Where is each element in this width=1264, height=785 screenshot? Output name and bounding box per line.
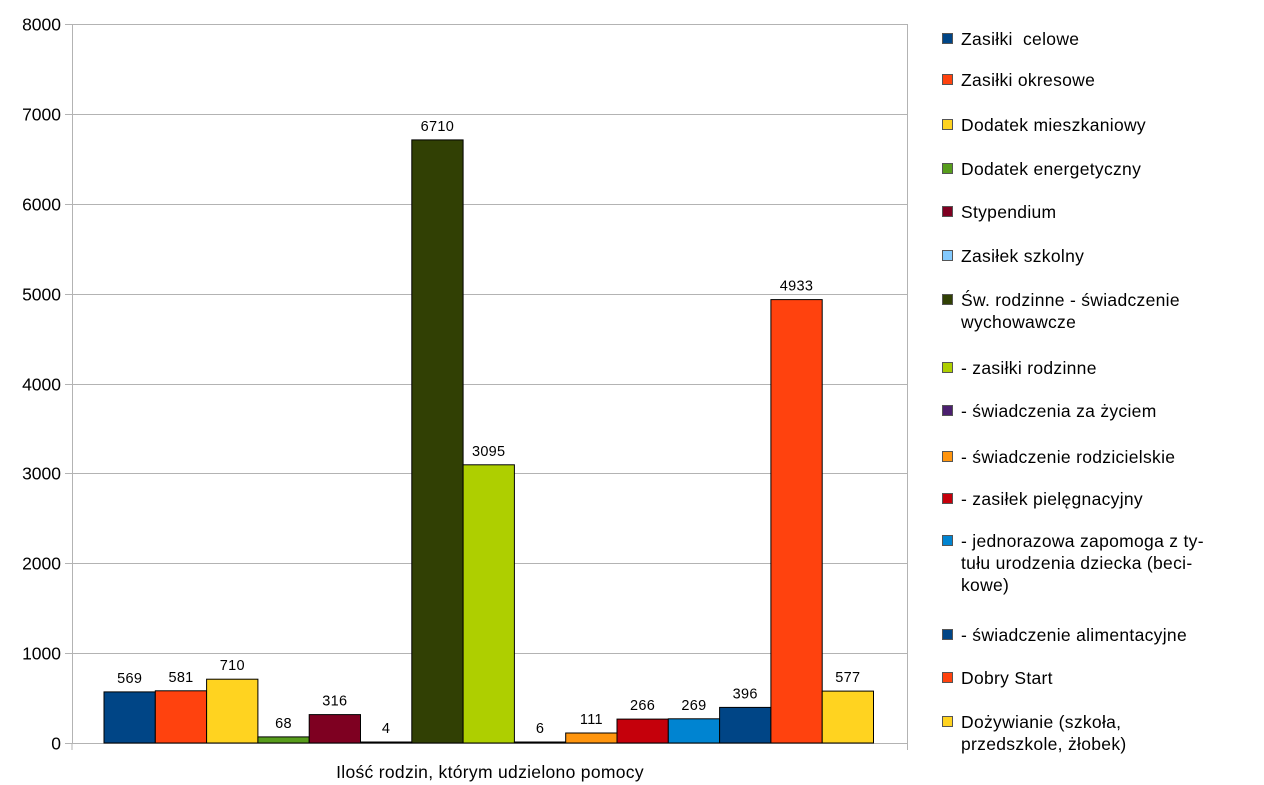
bar <box>103 691 156 744</box>
y-tick-label: 0 <box>51 734 61 754</box>
legend-swatch <box>942 451 953 462</box>
legend-label: - jednorazowa zapomoga z ty- tułu urodze… <box>961 531 1204 595</box>
bar <box>206 678 259 744</box>
legend-item: Dodatek mieszkaniowy <box>940 114 1260 136</box>
bar <box>257 736 310 744</box>
legend-label: Zasiłki okresowe <box>961 70 1096 90</box>
gridlines <box>72 24 907 744</box>
legend-item: - świadczenie alimentacyjne <box>940 624 1260 646</box>
data-label: 266 <box>630 698 655 714</box>
legend-item: - zasiłki rodzinne <box>940 357 1260 379</box>
legend-swatch <box>942 629 953 640</box>
data-label: 111 <box>580 712 603 728</box>
data-label: 710 <box>220 658 245 674</box>
y-tick-label: 5000 <box>22 285 61 305</box>
legend-swatch <box>942 493 953 504</box>
legend-swatch <box>942 535 953 546</box>
data-label: 3095 <box>472 444 505 460</box>
bar <box>719 706 772 744</box>
legend-label: Zasiłek szkolny <box>961 246 1085 266</box>
y-tick-label: 7000 <box>22 105 61 125</box>
legend-label: Zasiłki celowe <box>961 29 1080 49</box>
legend-item: - świadczenia za życiem <box>940 400 1260 422</box>
legend-swatch <box>942 294 953 305</box>
bars <box>103 139 875 744</box>
legend-label: Św. rodzinne - świadczenie wychowawcze <box>961 290 1180 332</box>
bar <box>462 464 515 744</box>
y-tick-label: 6000 <box>22 195 61 215</box>
legend-swatch <box>942 206 953 217</box>
legend-label: Dobry Start <box>961 668 1053 688</box>
data-label: 6 <box>536 721 544 737</box>
data-label: 569 <box>117 671 142 687</box>
legend-label: - świadczenie alimentacyjne <box>961 625 1187 645</box>
data-label: 577 <box>835 670 860 686</box>
bar <box>360 741 413 744</box>
legend-label: - świadczenie rodzicielskie <box>961 447 1176 467</box>
bar-chart: 0 1000 2000 3000 4000 5000 6000 7000 8000 569 581… <box>22 15 908 782</box>
legend-item: Dodatek energetyczny <box>940 158 1260 180</box>
legend-swatch <box>942 74 953 85</box>
legend-item: - jednorazowa zapomoga z ty- tułu urodze… <box>940 530 1260 596</box>
legend-swatch <box>942 119 953 130</box>
data-label: 4 <box>382 721 390 737</box>
legend-label: - zasiłki rodzinne <box>961 358 1097 378</box>
data-label: 269 <box>681 698 706 714</box>
legend-item: Dobry Start <box>940 667 1260 689</box>
y-tick-label: 3000 <box>22 464 61 484</box>
legend-swatch <box>942 163 953 174</box>
data-label: 396 <box>733 686 758 702</box>
legend-item: Zasiłek szkolny <box>940 245 1260 267</box>
legend-label: Dodatek energetyczny <box>961 159 1142 179</box>
bar <box>667 718 721 744</box>
y-tick-label: 8000 <box>22 15 61 35</box>
bar <box>565 732 618 744</box>
legend-label: Stypendium <box>961 202 1057 222</box>
bar <box>616 718 669 744</box>
legend-label: Dożywianie (szkoła, przedszkole, żłobek) <box>961 712 1127 754</box>
data-label: 6710 <box>421 119 454 135</box>
legend-swatch <box>942 405 953 416</box>
legend-label: - świadczenia za życiem <box>961 401 1157 421</box>
legend-swatch <box>942 672 953 683</box>
data-labels: 569 581 710 68 316 4 6710 3095 6 111 266 269 396 4933… <box>117 119 860 737</box>
legend-swatch <box>942 362 953 373</box>
legend-item: Zasiłki celowe <box>940 28 1260 50</box>
legend-item: Dożywianie (szkoła, przedszkole, żłobek) <box>940 711 1260 755</box>
y-tick-label: 4000 <box>22 375 61 395</box>
bar <box>308 714 362 744</box>
bar <box>821 690 875 744</box>
x-axis-label: Ilość rodzin, którym udzielono pomocy <box>336 762 644 782</box>
legend-item: Zasiłki okresowe <box>940 69 1260 91</box>
y-tick-label: 2000 <box>22 554 61 574</box>
y-tick-label: 1000 <box>22 644 61 664</box>
data-label: 68 <box>275 716 292 732</box>
bar <box>770 299 823 744</box>
legend-swatch <box>942 33 953 44</box>
bar <box>513 741 567 744</box>
data-label: 581 <box>168 670 193 686</box>
bar <box>154 690 208 744</box>
legend-item: Św. rodzinne - świadczenie wychowawcze <box>940 289 1260 333</box>
y-axis: 0 1000 2000 3000 4000 5000 6000 7000 8000 <box>22 15 908 754</box>
legend-swatch <box>942 716 953 727</box>
legend-label: - zasiłek pielęgnacyjny <box>961 489 1143 509</box>
legend-swatch <box>942 250 953 261</box>
data-label: 4933 <box>780 279 813 295</box>
legend-label: Dodatek mieszkaniowy <box>961 115 1146 135</box>
legend-item: Stypendium <box>940 201 1260 223</box>
bar <box>411 139 464 744</box>
legend-item: - zasiłek pielęgnacyjny <box>940 488 1260 510</box>
legend-item: - świadczenie rodzicielskie <box>940 446 1260 468</box>
data-label: 316 <box>322 694 347 710</box>
